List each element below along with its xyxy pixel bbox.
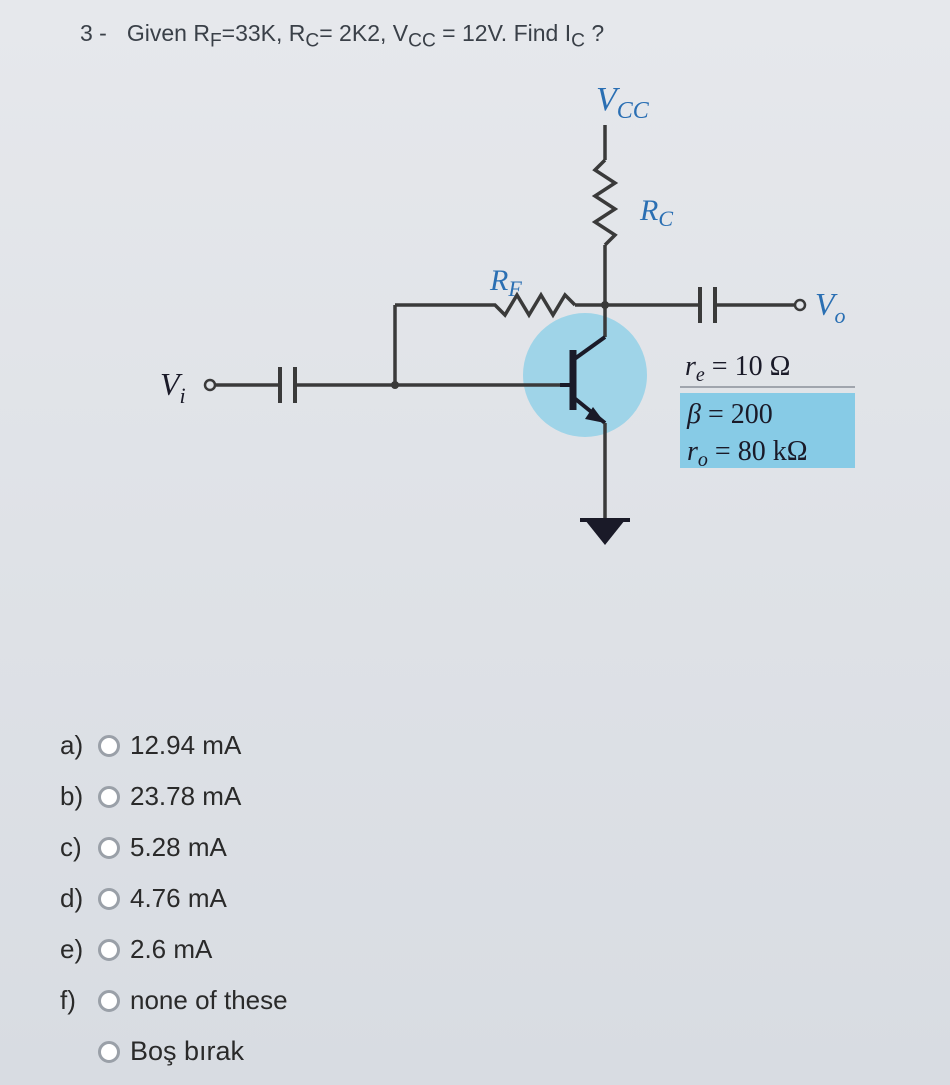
circuit-svg: VCC RC Vo RF Vi	[155, 75, 875, 595]
option-b[interactable]: b) 23.78 mA	[60, 781, 288, 812]
option-text: 5.28 mA	[130, 832, 227, 863]
option-label: d)	[60, 883, 88, 914]
rc-resistor	[595, 160, 615, 245]
rf-label: RF	[489, 264, 522, 301]
option-label: f)	[60, 985, 88, 1016]
option-label: c)	[60, 832, 88, 863]
option-d[interactable]: d) 4.76 mA	[60, 883, 288, 914]
radio-icon[interactable]	[98, 1041, 120, 1063]
question-header: 3 - Given RF=33K, RC= 2K2, VCC = 12V. Fi…	[80, 20, 604, 53]
option-text: 2.6 mA	[130, 934, 212, 965]
option-text: 23.78 mA	[130, 781, 241, 812]
rc-label: RC	[639, 194, 673, 231]
option-c[interactable]: c) 5.28 mA	[60, 832, 288, 863]
radio-icon[interactable]	[98, 735, 120, 757]
radio-icon[interactable]	[98, 837, 120, 859]
re-label: re = 10 Ω	[685, 351, 790, 386]
ground-symbol	[585, 520, 625, 545]
beta-label: β = 200	[686, 399, 773, 430]
radio-icon[interactable]	[98, 888, 120, 910]
option-text: 12.94 mA	[130, 730, 241, 761]
radio-icon[interactable]	[98, 939, 120, 961]
option-label: e)	[60, 934, 88, 965]
blank-text: Boş bırak	[130, 1036, 244, 1067]
option-label: a)	[60, 730, 88, 761]
option-label: b)	[60, 781, 88, 812]
transistor-highlight	[523, 313, 647, 437]
option-text: 4.76 mA	[130, 883, 227, 914]
question-number: 3 -	[80, 20, 107, 53]
answer-options: a) 12.94 mA b) 23.78 mA c) 5.28 mA d) 4.…	[60, 730, 288, 1067]
vi-terminal	[205, 380, 215, 390]
radio-icon[interactable]	[98, 786, 120, 808]
vi-label: Vi	[160, 366, 186, 408]
option-e[interactable]: e) 2.6 mA	[60, 934, 288, 965]
option-f[interactable]: f) none of these	[60, 985, 288, 1016]
vo-terminal	[795, 300, 805, 310]
vo-label: Vo	[815, 286, 846, 328]
circuit-diagram: VCC RC Vo RF Vi	[155, 75, 875, 595]
question-text: Given RF=33K, RC= 2K2, VCC = 12V. Find I…	[127, 20, 604, 53]
option-blank[interactable]: Boş bırak	[98, 1036, 288, 1067]
option-a[interactable]: a) 12.94 mA	[60, 730, 288, 761]
option-text: none of these	[130, 985, 288, 1016]
vcc-label: VCC	[596, 81, 650, 124]
radio-icon[interactable]	[98, 990, 120, 1012]
